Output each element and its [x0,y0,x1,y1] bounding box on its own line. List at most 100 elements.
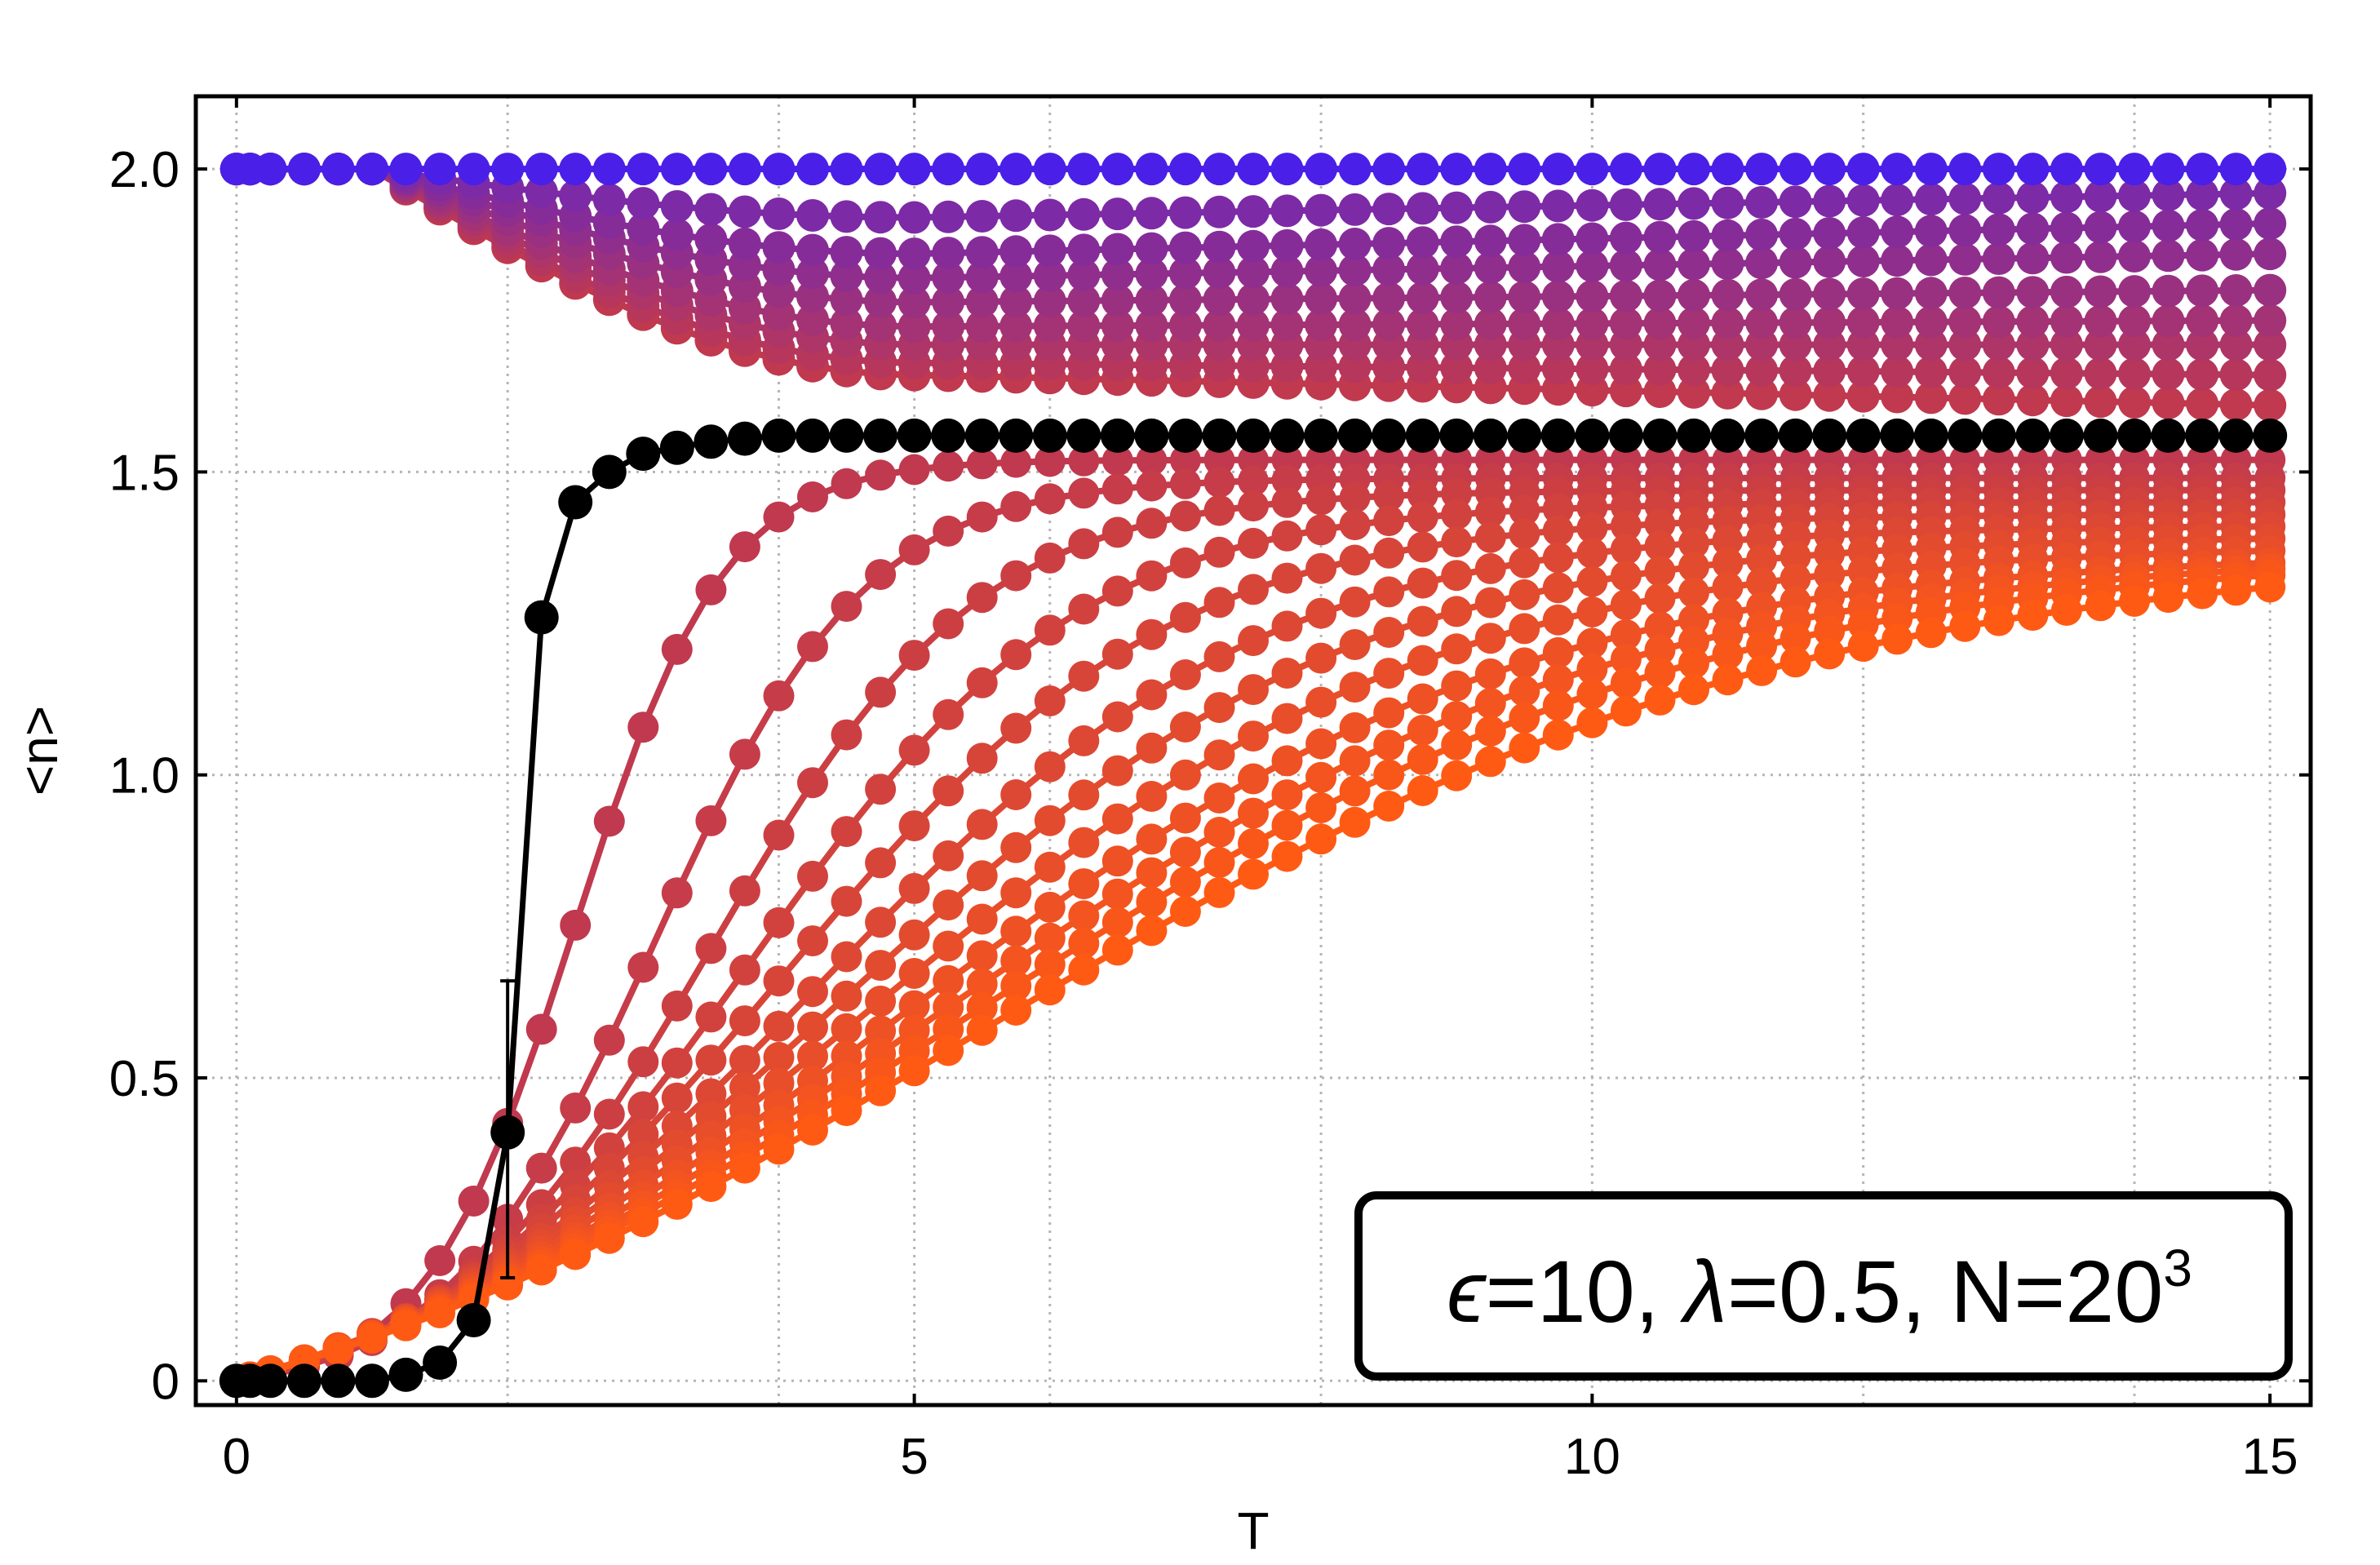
data-point [1509,518,1540,550]
data-point [1440,308,1474,341]
data-point [525,175,558,209]
data-point [2016,181,2050,214]
data-point [1407,531,1438,563]
data-point [1407,683,1438,715]
data-point [2254,328,2287,361]
data-point [661,1188,693,1220]
data-point [1881,153,1914,186]
data-point [1474,552,1506,584]
data-point [1779,563,1811,594]
data-point [1508,153,1541,186]
annotation-part-3: =0.5, N=20 [1727,1242,2163,1341]
data-point [560,1239,592,1270]
data-point [1949,610,1981,642]
data-point [423,153,457,186]
data-point [1745,377,1779,410]
data-point [1509,579,1540,610]
data-point [1509,732,1540,764]
data-point [2219,274,2253,307]
data-point [864,153,897,186]
data-point [1169,468,1201,499]
data-point [2084,304,2117,338]
data-point [1610,560,1642,592]
data-point [1982,356,2015,389]
data-point [457,153,490,186]
data-point [1745,354,1779,387]
data-point [1338,254,1372,287]
data-point [558,485,593,520]
data-point [1813,277,1846,311]
data-point [1441,560,1473,592]
data-point [1440,153,1474,186]
data-point [1305,728,1337,760]
data-point [1576,653,1608,685]
data-point [1407,479,1438,511]
data-point [1203,876,1235,908]
data-point [2118,386,2151,419]
data-point [424,1245,456,1276]
data-point [1034,805,1066,836]
data-point [1474,153,1507,186]
y-tick-label: 2.0 [109,142,179,198]
data-point [1474,281,1507,314]
data-point [1373,697,1405,729]
data-point [2050,211,2083,245]
data-point [1271,703,1303,734]
data-point [830,283,863,317]
data-point [1474,623,1506,654]
data-point [626,437,661,472]
data-point [1913,418,1948,453]
data-point [1337,418,1372,453]
data-point [1068,900,1100,932]
data-point [1779,646,1811,678]
data-point [1067,309,1101,343]
data-point [1135,153,1168,186]
data-point [729,531,760,563]
data-point [1067,233,1101,267]
data-point [1711,353,1744,387]
data-point [1169,500,1201,532]
data-point [965,260,999,294]
data-point [1441,596,1473,627]
data-point [2050,357,2083,390]
data-point [762,253,796,286]
data-point [1135,283,1168,317]
data-point [898,640,930,672]
data-point [2151,418,2186,453]
data-point [1440,251,1474,285]
data-point [660,218,694,251]
data-point [1067,259,1101,292]
data-point [1203,641,1235,672]
data-point [1168,418,1203,453]
data-point [2118,304,2151,338]
data-point [1034,949,1066,980]
data-point [932,237,965,270]
data-point [1644,684,1676,716]
data-point [1338,282,1372,315]
data-point [694,193,728,226]
data-point [1101,934,1133,966]
data-point [1540,418,1576,453]
data-point [797,767,828,799]
data-point [1846,216,1880,250]
data-point [830,307,863,340]
data-point [1034,685,1066,716]
data-point [1881,184,1914,216]
data-point [287,153,321,186]
data-point [1101,284,1134,317]
data-point [1610,510,1642,542]
data-point [1406,308,1439,341]
data-point [1509,647,1540,679]
data-point [1745,153,1779,186]
annotation-exponent: 3 [2163,1239,2192,1297]
data-point [1678,604,1709,636]
data-point [1542,664,1574,695]
data-point [796,303,829,336]
data-point [1305,308,1338,341]
data-point [1541,307,1575,340]
data-point [2118,275,2151,308]
data-point [1000,970,1032,1002]
data-point [560,1146,592,1178]
data-point [1576,596,1608,627]
data-point [1474,496,1506,528]
